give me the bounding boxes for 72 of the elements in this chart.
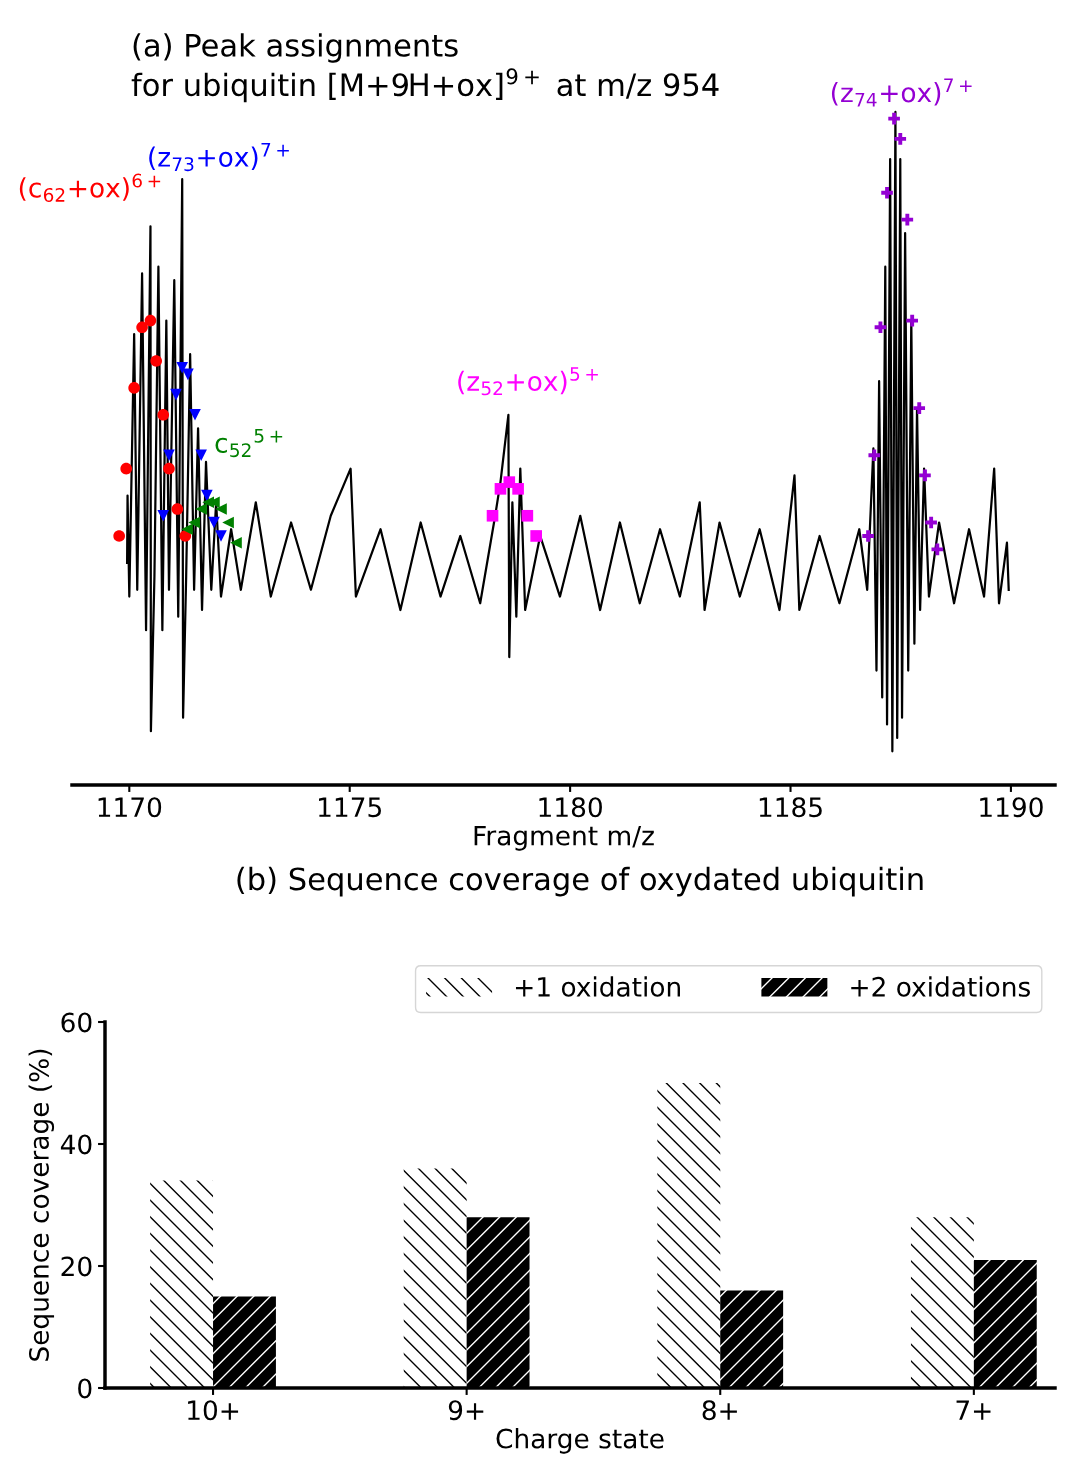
point	[931, 543, 944, 556]
point	[128, 382, 140, 394]
bar	[657, 1083, 721, 1388]
point	[171, 503, 184, 515]
point	[901, 213, 914, 226]
chart-title: (a) Peak assignments for ubiquitin [M+9H+ox]$^{9+}$ at m/z 954	[131, 33, 719, 103]
bar	[466, 1217, 530, 1388]
legend-label: +2 oxidations	[851, 976, 1030, 997]
x-tick-label: 1180	[539, 797, 602, 818]
point	[157, 509, 170, 522]
x-axis-title: Charge state	[496, 1428, 664, 1454]
chart-title: (b) Sequence coverage of oxydated ubiquitin	[237, 866, 923, 897]
point	[868, 449, 881, 461]
point	[144, 314, 157, 327]
point	[222, 516, 234, 529]
point	[201, 489, 213, 502]
bar	[403, 1168, 467, 1388]
x-tick-label: 1190	[980, 797, 1043, 818]
y-tick-label: 40	[60, 1134, 92, 1155]
series-label: c$_{52}$$^{5+}$	[215, 428, 283, 458]
point	[874, 321, 887, 334]
x-tick-label: 8+	[702, 1400, 737, 1421]
point	[181, 523, 193, 536]
x-tick-label: 1185	[759, 797, 822, 818]
point	[179, 530, 192, 542]
point	[195, 503, 207, 515]
text: (c$_{62}$+ox)$^{6+}$	[19, 173, 161, 202]
x-tick-label: 9+	[448, 1400, 484, 1421]
bar	[720, 1290, 784, 1388]
point	[113, 530, 125, 542]
text: (z$_{52}$+ox)$^{5+}$	[458, 367, 598, 396]
y-axis-title: Sequence coverage (%)	[28, 1049, 55, 1361]
point	[530, 530, 542, 542]
point	[195, 449, 207, 461]
point	[862, 530, 874, 542]
bar	[910, 1217, 974, 1388]
point	[120, 462, 133, 475]
series-label: (z$_{74}$+ox)$^{7+}$	[831, 78, 972, 107]
point	[150, 355, 162, 367]
point	[157, 409, 170, 421]
y-tick-label: 0	[78, 1378, 92, 1399]
x-axis-title: Fragment m/z	[474, 825, 654, 851]
point	[925, 516, 937, 529]
bar	[973, 1259, 1037, 1388]
point	[136, 321, 148, 334]
point	[888, 112, 900, 125]
bar	[213, 1296, 276, 1388]
point	[189, 409, 201, 421]
bar	[150, 1180, 214, 1388]
point	[215, 503, 227, 515]
x-tick-label: 10+	[188, 1400, 239, 1421]
text: (z$_{73}$+ox)$^{7+}$	[149, 142, 289, 172]
point	[521, 509, 534, 522]
point	[881, 186, 893, 199]
point	[906, 314, 918, 327]
point	[215, 530, 227, 542]
point	[913, 402, 926, 414]
point	[919, 469, 931, 482]
point	[486, 509, 499, 522]
y-tick-label: 20	[61, 1256, 92, 1277]
point	[163, 449, 175, 461]
point	[230, 536, 242, 549]
x-tick-label: 1170	[98, 797, 162, 818]
point	[176, 361, 189, 374]
point	[512, 483, 524, 495]
x-tick-label: 1175	[319, 797, 381, 818]
point	[894, 133, 907, 145]
x-tick-label: 7+	[956, 1400, 991, 1420]
legend-label: +1 oxidation	[515, 976, 680, 997]
point	[188, 516, 200, 529]
point	[163, 462, 175, 475]
y-tick-label: 60	[61, 1012, 92, 1033]
